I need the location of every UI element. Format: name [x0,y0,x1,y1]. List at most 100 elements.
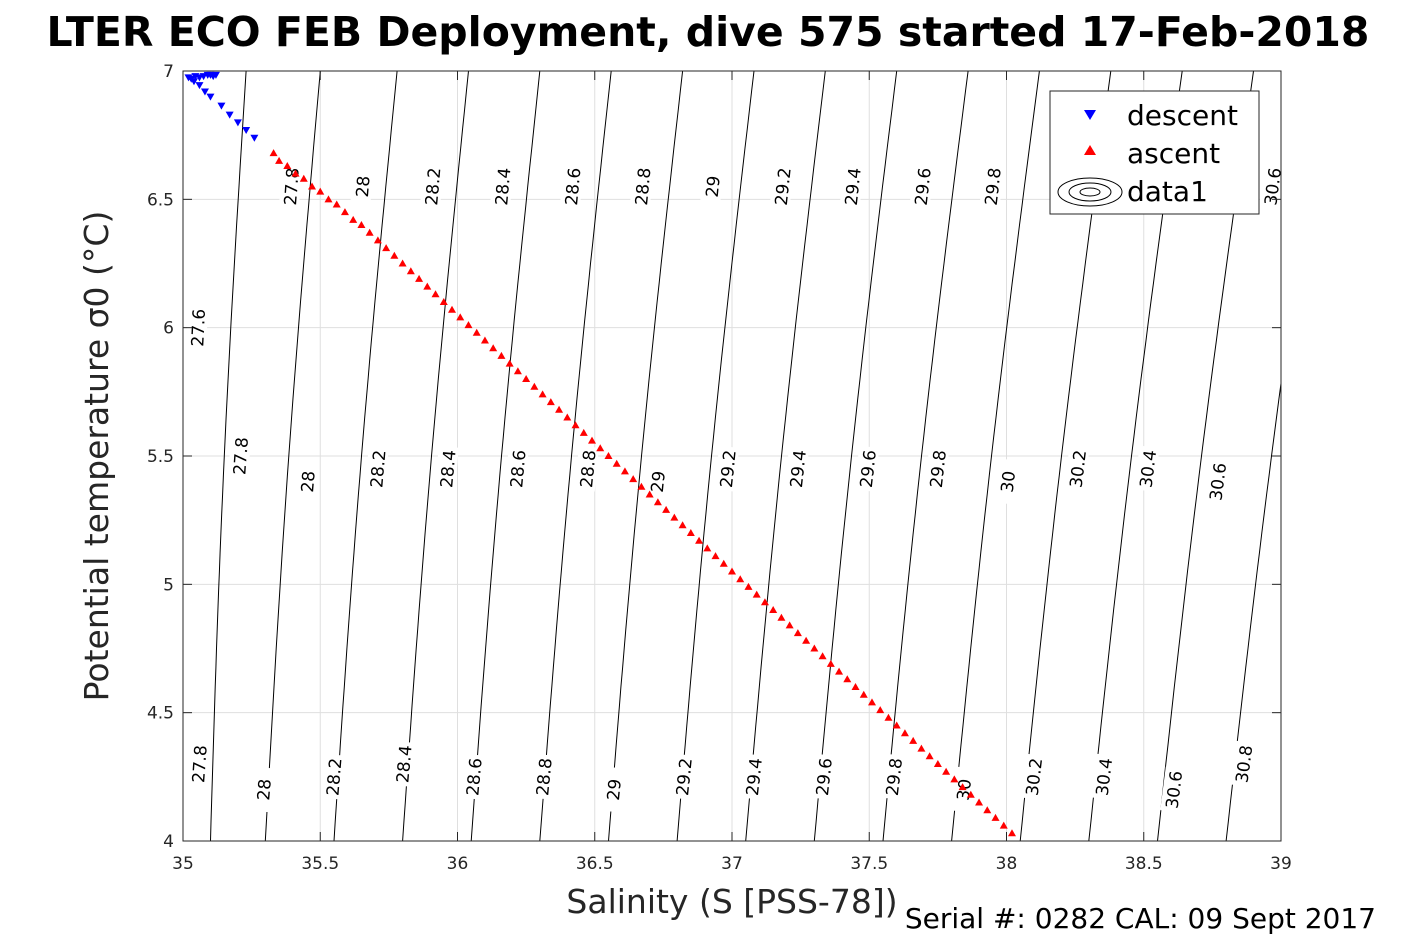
ascent-point [505,359,514,367]
contour-label: 28.2 [321,753,347,800]
svg-text:28.8: 28.8 [632,167,656,207]
ascent-point [324,195,333,203]
contour-label: 27.8 [228,433,253,479]
contour-label: 27.6 [186,305,210,351]
ascent-point [925,752,934,760]
contour-label: 30.2 [1064,445,1091,492]
svg-text:29.2: 29.2 [673,757,697,797]
svg-text:27.8: 27.8 [281,167,304,206]
serial-cal-text: Serial #: 0282 CAL: 09 Sept 2017 [905,902,1376,935]
ascent-point [999,821,1008,829]
svg-text:28: 28 [254,778,276,801]
contour-label: 30.4 [1090,753,1117,800]
data-points [184,71,1016,837]
descent-point [195,82,204,90]
svg-text:29.2: 29.2 [772,167,796,207]
ascent-point [472,328,481,336]
contour-label: 28.6 [460,753,487,800]
ascent-point [892,721,901,729]
ascent-point [332,200,341,208]
ascent-point [406,267,415,275]
descent-point [225,111,234,119]
svg-text:28.8: 28.8 [577,449,601,489]
ascent-point [269,149,278,157]
contour-label: 30.4 [1134,445,1161,492]
svg-text:29.8: 29.8 [883,757,907,797]
contour-label: 30 [994,458,1020,505]
x-tick-label: 37.5 [850,854,888,874]
contour-label: 29.6 [810,753,837,800]
svg-text:30.6: 30.6 [1207,462,1232,502]
ascent-point [308,182,317,190]
svg-text:28.6: 28.6 [463,757,486,797]
y-axis-ticks: 4 4.5 5 5.5 6 6.5 7 [147,62,1281,852]
contour-label: 29.6 [909,163,936,210]
x-tick-label: 37 [721,854,743,874]
ascent-point [983,806,992,814]
ascent-point [398,259,407,267]
ascent-point [802,636,811,644]
legend-descent-label: descent [1127,99,1238,132]
ascent-point [835,667,844,675]
ascent-point [760,598,769,606]
contour-label: 29.2 [670,753,697,800]
isopycnal-line [264,71,321,841]
ascent-point [859,690,868,698]
isopycnal-line [1225,379,1281,841]
svg-text:28: 28 [353,175,375,198]
ascent-point [662,505,671,513]
x-axis-label: Salinity (S [PSS-78]) [566,882,897,921]
ascent-point [695,536,704,544]
ascent-point [851,683,860,690]
x-tick-label: 38 [996,854,1018,874]
svg-text:30.6: 30.6 [1163,770,1188,810]
isopycnal-line [813,71,898,841]
ascent-point [785,621,794,629]
descent-point [250,134,259,142]
svg-text:29.4: 29.4 [842,167,866,207]
ascent-point [933,760,942,767]
y-tick-label: 5 [163,575,174,595]
y-tick-label: 5.5 [147,447,174,467]
isopycnal-line [470,71,541,841]
y-tick-label: 7 [163,62,174,82]
svg-text:29.6: 29.6 [813,757,837,797]
contour-label: 28.6 [559,163,585,210]
svg-text:29.6: 29.6 [912,167,936,207]
ascent-point [769,606,778,613]
y-tick-label: 4 [163,832,174,852]
ascent-point [538,390,547,398]
ascent-point [299,174,308,182]
y-tick-label: 6.5 [147,190,174,210]
svg-text:29.8: 29.8 [982,167,1006,207]
ascent-point [777,613,786,621]
ascent-point [431,290,440,298]
contour-label: 27.8 [278,163,304,210]
svg-text:28: 28 [298,470,320,493]
ascent-point [818,652,827,660]
legend-data1-marker [1057,177,1123,207]
contour-label: 29.4 [740,753,767,800]
descent-point [211,71,220,79]
ascent-point [884,713,893,721]
contour-label: 29.8 [979,163,1006,210]
isopycnal-line [608,71,684,841]
contour-label: 28.8 [530,753,557,800]
isopycnal-line [539,71,612,841]
svg-text:28.8: 28.8 [533,757,557,797]
ascent-point [991,813,1000,821]
contour-label: 28 [251,766,276,813]
contour-label: 29.8 [880,753,907,800]
x-tick-label: 38.5 [1125,854,1163,874]
ascent-point [283,161,292,169]
ascent-point [711,552,720,560]
isopycnal-line [402,71,469,841]
isopycnal-line [676,71,755,841]
contour-label: 30.2 [1020,753,1047,800]
ascent-point [546,398,555,406]
ascent-point [439,298,448,305]
contour-label: 28 [295,458,320,505]
contour-label: 29.2 [769,163,796,210]
svg-text:27.8: 27.8 [189,744,212,783]
ascent-point [596,444,605,452]
